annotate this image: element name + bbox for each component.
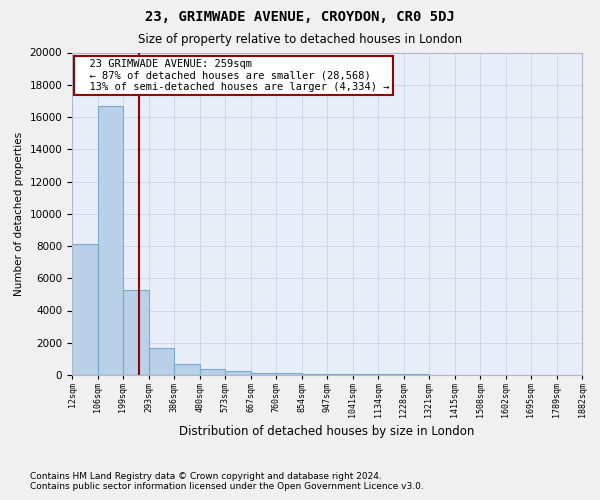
Text: 23, GRIMWADE AVENUE, CROYDON, CR0 5DJ: 23, GRIMWADE AVENUE, CROYDON, CR0 5DJ (145, 10, 455, 24)
Bar (123, 290, 149, 375)
Text: Size of property relative to detached houses in London: Size of property relative to detached ho… (138, 32, 462, 46)
Bar (200, 370, 225, 375)
Text: Contains public sector information licensed under the Open Government Licence v3: Contains public sector information licen… (30, 482, 424, 491)
Bar (225, 371, 251, 375)
Text: Contains HM Land Registry data © Crown copyright and database right 2024.: Contains HM Land Registry data © Crown c… (30, 472, 382, 481)
Bar (302, 374, 327, 375)
Y-axis label: Number of detached properties: Number of detached properties (14, 132, 24, 296)
Bar (149, 348, 174, 375)
Text: 23 GRIMWADE AVENUE: 259sqm
  ← 87% of detached houses are smaller (28,568)
  13%: 23 GRIMWADE AVENUE: 259sqm ← 87% of deta… (77, 59, 389, 92)
Bar (378, 374, 404, 375)
Bar (98, 106, 123, 375)
Bar (276, 374, 302, 375)
Bar (251, 372, 276, 375)
X-axis label: Distribution of detached houses by size in London: Distribution of detached houses by size … (179, 426, 475, 438)
Bar (72, 244, 98, 375)
Bar (404, 374, 429, 375)
Bar (327, 374, 353, 375)
Bar (353, 374, 378, 375)
Bar (174, 364, 200, 375)
